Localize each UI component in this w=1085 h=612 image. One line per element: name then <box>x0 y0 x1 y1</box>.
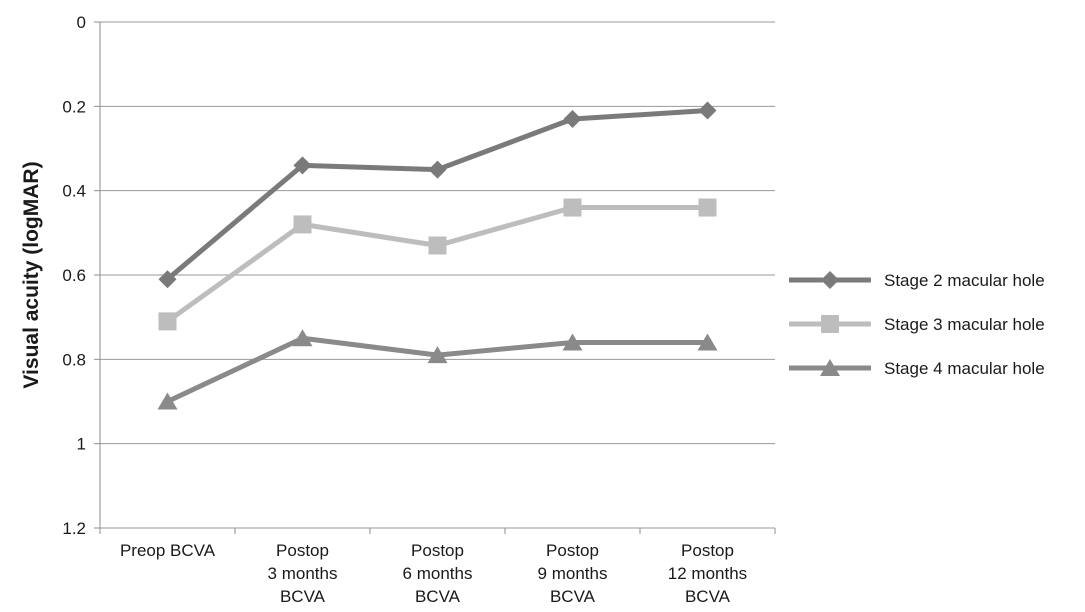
legend-marker-diamond <box>821 271 839 289</box>
data-point-diamond <box>158 270 177 289</box>
legend-marker-triangle <box>820 359 840 376</box>
legend: Stage 2 macular hole Stage 3 macular hole… <box>789 271 1045 378</box>
y-tick-label: 0.4 <box>62 182 86 201</box>
x-tick-label: Postop 6 months BCVA <box>403 541 473 606</box>
legend-label: Stage 4 macular hole <box>884 359 1045 378</box>
data-point-triangle <box>427 346 448 364</box>
x-tick-label-line: Postop <box>681 541 734 560</box>
series-1 <box>158 101 717 289</box>
x-tick-label-line: 3 months <box>268 564 338 583</box>
x-tick-label-line: 6 months <box>403 564 473 583</box>
x-tick-label-line: BCVA <box>685 587 731 606</box>
data-point-diamond <box>293 156 312 175</box>
data-point-square <box>563 198 582 217</box>
y-axis-ticks: 0 0.2 0.4 0.6 0.8 1 1.2 <box>62 13 86 538</box>
x-tick-label-line: BCVA <box>415 587 461 606</box>
legend-item: Stage 2 macular hole <box>789 271 1045 290</box>
y-tick-label: 0 <box>77 13 86 32</box>
x-tick-label: Postop 3 months BCVA <box>268 541 338 606</box>
series-3 <box>157 329 718 410</box>
series-2 <box>158 198 717 331</box>
y-tick-label: 0.2 <box>62 97 86 116</box>
data-point-diamond <box>698 101 717 120</box>
data-point-diamond <box>428 160 447 179</box>
x-tick-label-line: Postop <box>276 541 329 560</box>
gridlines <box>94 21 775 529</box>
y-tick-label: 1.2 <box>62 519 86 538</box>
legend-label: Stage 2 macular hole <box>884 271 1045 290</box>
series-layer <box>157 101 718 410</box>
legend-item: Stage 3 macular hole <box>789 315 1045 334</box>
x-tick-label: Postop 9 months BCVA <box>538 541 608 606</box>
y-tick-label: 0.8 <box>62 350 86 369</box>
legend-item: Stage 4 macular hole <box>789 359 1045 378</box>
x-tick-label-line: BCVA <box>550 587 596 606</box>
x-tick-label: Postop 12 months BCVA <box>668 541 747 606</box>
x-tick-label-line: BCVA <box>280 587 326 606</box>
x-tick-label-line: Preop BCVA <box>120 541 216 560</box>
legend-marker-square <box>821 315 839 333</box>
x-tick-label-line: Postop <box>411 541 464 560</box>
y-tick-label: 1 <box>77 435 86 454</box>
y-axis-title: Visual acuity (logMAR) <box>20 161 43 388</box>
data-point-triangle <box>562 333 583 351</box>
data-point-triangle <box>292 329 313 347</box>
data-point-triangle <box>157 392 178 410</box>
x-tick-label: Preop BCVA <box>120 541 216 560</box>
series-line <box>166 205 708 324</box>
data-point-triangle <box>697 333 718 351</box>
x-tick-label-line: 9 months <box>538 564 608 583</box>
y-tick-label: 0.6 <box>62 266 86 285</box>
data-point-square <box>698 198 717 217</box>
x-tick-label-line: 12 months <box>668 564 747 583</box>
data-point-square <box>158 312 177 331</box>
data-point-square <box>428 236 447 255</box>
x-axis-ticks: Preop BCVA Postop 3 months BCVA Postop 6 mont… <box>99 528 776 606</box>
data-point-square <box>293 215 312 234</box>
x-tick-label-line: Postop <box>546 541 599 560</box>
data-point-diamond <box>563 109 582 128</box>
legend-label: Stage 3 macular hole <box>884 315 1045 334</box>
